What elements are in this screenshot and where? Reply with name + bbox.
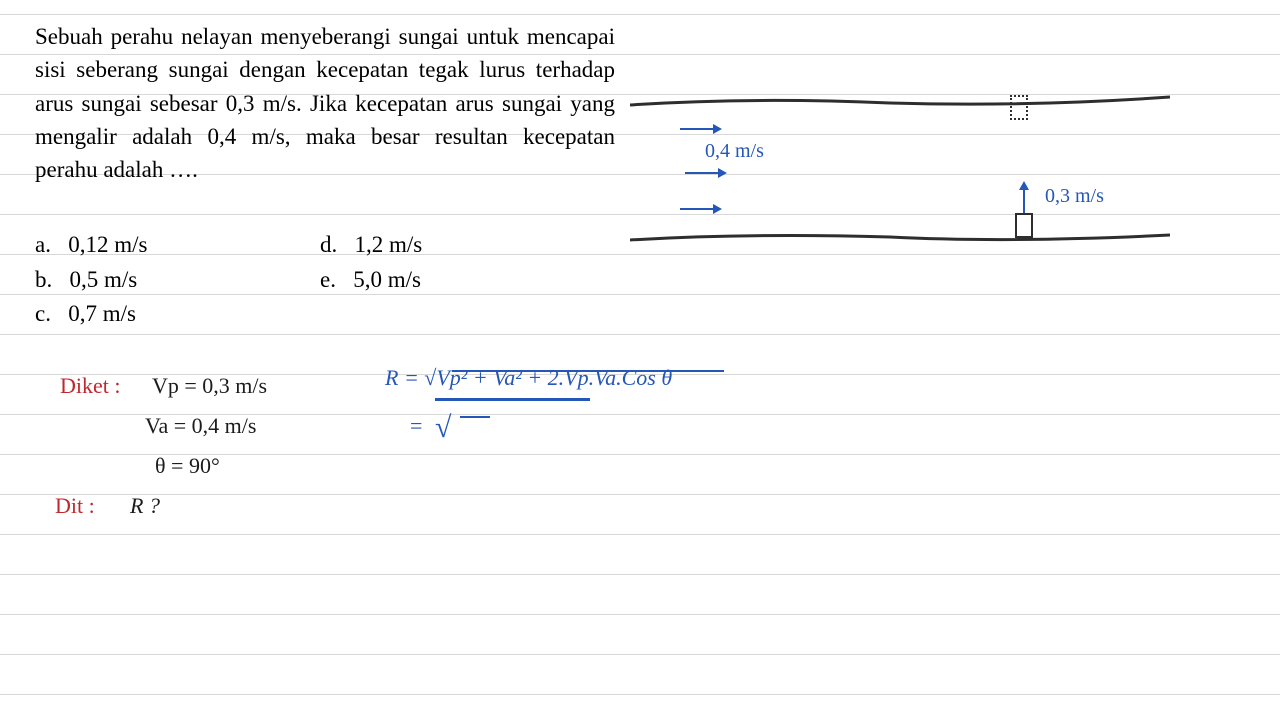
option-c: c. 0,7 m/s (35, 297, 147, 332)
question-text: Sebuah perahu nelayan menyeberangi sunga… (35, 20, 615, 187)
current-speed-label: 0,4 m/s (705, 140, 764, 163)
river-diagram: 0,4 m/s 0,3 m/s (630, 85, 1170, 265)
current-arrow-1 (680, 128, 720, 130)
vp-value: Vp = 0,3 m/s (152, 373, 267, 399)
boat-start-icon (1015, 213, 1033, 238)
sqrt-overline-2 (460, 416, 490, 418)
option-d: d. 1,2 m/s (320, 228, 422, 263)
river-banks-svg (630, 85, 1170, 265)
r-question: R ? (130, 493, 160, 519)
sqrt-symbol: √ (435, 411, 451, 445)
formula-underline (435, 398, 590, 401)
boat-velocity-arrow (1023, 183, 1025, 213)
diket-label: Diket : (60, 373, 121, 399)
equals-sign: = (410, 413, 422, 439)
option-e: e. 5,0 m/s (320, 263, 422, 298)
boat-target-icon (1010, 95, 1028, 120)
resultant-formula: R = √Vp² + Va² + 2.Vp.Va.Cos θ (385, 365, 672, 391)
option-b: b. 0,5 m/s (35, 263, 147, 298)
current-arrow-3 (680, 208, 720, 210)
current-arrow-2 (685, 172, 725, 174)
theta-value: θ = 90° (155, 453, 220, 479)
sqrt-overline (452, 370, 724, 372)
va-value: Va = 0,4 m/s (145, 413, 256, 439)
boat-speed-label: 0,3 m/s (1045, 185, 1104, 208)
options-column-2: d. 1,2 m/s e. 5,0 m/s (320, 228, 422, 297)
dit-label: Dit : (55, 493, 95, 519)
option-a: a. 0,12 m/s (35, 228, 147, 263)
options-column-1: a. 0,12 m/s b. 0,5 m/s c. 0,7 m/s (35, 228, 147, 332)
